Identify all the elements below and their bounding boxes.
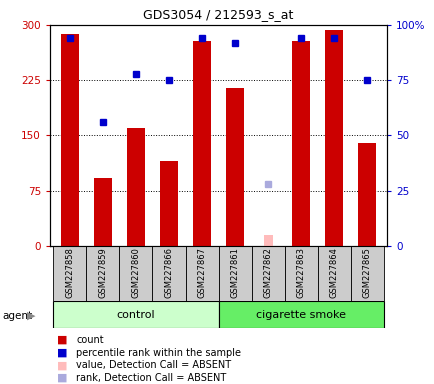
Text: ■: ■ <box>56 335 67 345</box>
Text: GSM227866: GSM227866 <box>164 247 173 298</box>
Text: GSM227867: GSM227867 <box>197 247 206 298</box>
Bar <box>284 246 317 301</box>
Text: GSM227860: GSM227860 <box>131 247 140 298</box>
Text: agent: agent <box>2 311 32 321</box>
Text: count: count <box>76 335 104 345</box>
Text: rank, Detection Call = ABSENT: rank, Detection Call = ABSENT <box>76 373 226 383</box>
Bar <box>94 178 112 246</box>
Bar <box>226 88 243 246</box>
Bar <box>86 246 119 301</box>
Bar <box>53 246 86 301</box>
Bar <box>193 41 210 246</box>
Bar <box>350 246 383 301</box>
Text: ▶: ▶ <box>27 311 36 321</box>
Bar <box>292 41 309 246</box>
Bar <box>325 30 342 246</box>
Text: GSM227863: GSM227863 <box>296 247 305 298</box>
Text: value, Detection Call = ABSENT: value, Detection Call = ABSENT <box>76 360 231 370</box>
Bar <box>218 246 251 301</box>
Text: GSM227859: GSM227859 <box>98 247 107 298</box>
Bar <box>251 246 284 301</box>
Bar <box>127 128 145 246</box>
Text: GSM227862: GSM227862 <box>263 247 272 298</box>
Text: GSM227864: GSM227864 <box>329 247 338 298</box>
Bar <box>119 246 152 301</box>
Bar <box>160 161 178 246</box>
Title: GDS3054 / 212593_s_at: GDS3054 / 212593_s_at <box>143 8 293 21</box>
Text: GSM227865: GSM227865 <box>362 247 371 298</box>
Text: GSM227861: GSM227861 <box>230 247 239 298</box>
Text: ■: ■ <box>56 348 67 358</box>
Text: cigarette smoke: cigarette smoke <box>256 310 345 320</box>
Bar <box>53 301 218 328</box>
Bar <box>152 246 185 301</box>
Bar <box>358 143 375 246</box>
Bar <box>317 246 350 301</box>
Bar <box>61 34 79 246</box>
Bar <box>263 235 272 246</box>
Bar <box>185 246 218 301</box>
Bar <box>218 301 383 328</box>
Text: control: control <box>116 310 155 320</box>
Text: ■: ■ <box>56 373 67 383</box>
Text: GSM227858: GSM227858 <box>65 247 74 298</box>
Text: percentile rank within the sample: percentile rank within the sample <box>76 348 240 358</box>
Text: ■: ■ <box>56 360 67 370</box>
